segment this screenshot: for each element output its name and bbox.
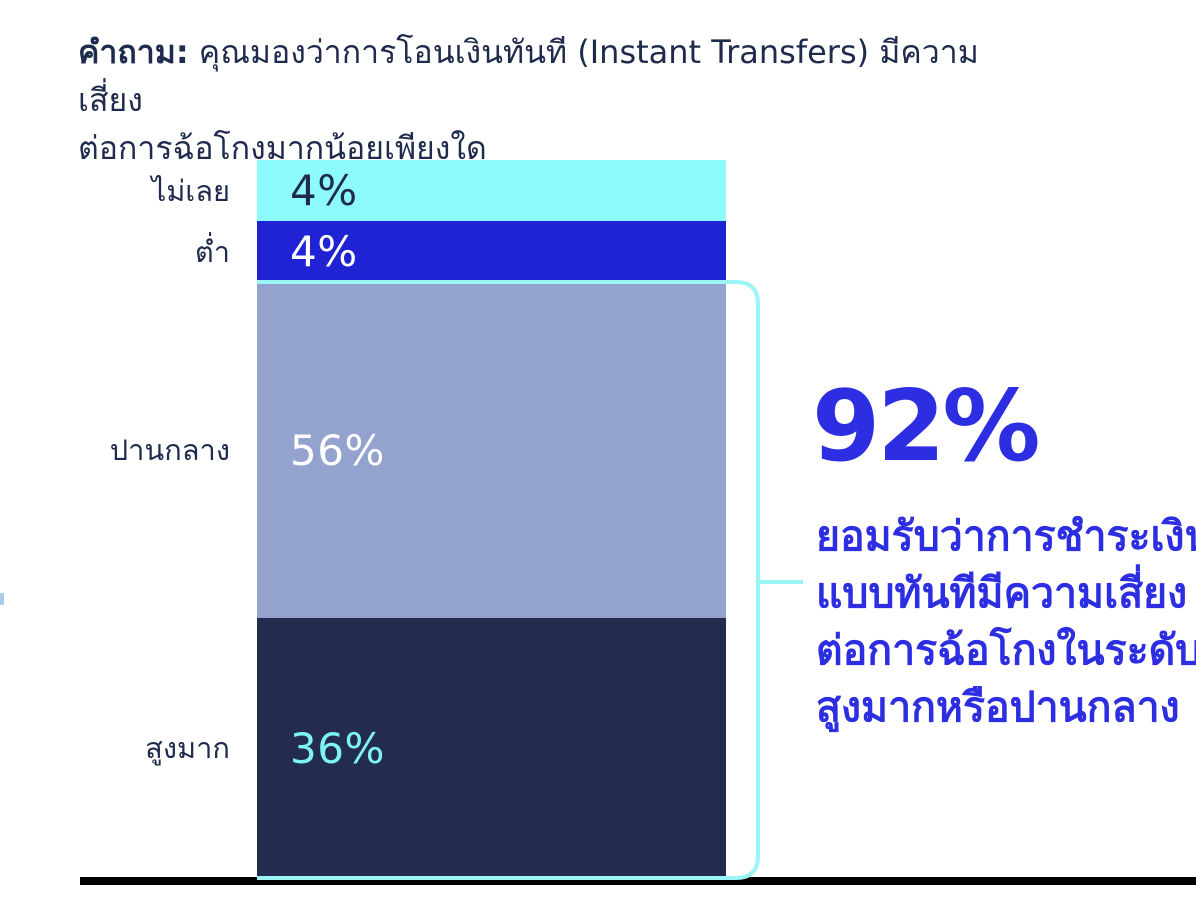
annotation-percentage: 92% (812, 370, 1041, 484)
category-label-low-risk: ต่ำ (194, 234, 230, 269)
bar-segment-high-risk: 36% (257, 618, 726, 878)
annotation-text-line: แบบทันทีมีความเสี่ยง (816, 569, 1188, 617)
stacked-bar: 4% 4% 56% 36% (257, 160, 726, 878)
left-edge-artifact (0, 593, 4, 605)
annotation-text-line: ต่อการฉ้อโกงในระดับ (816, 626, 1196, 674)
segment-value-label: 4% (290, 227, 358, 276)
category-label-high-risk: สูงมาก (145, 731, 230, 765)
bar-segment-low-risk: 4% (257, 221, 726, 282)
bar-segment-medium-risk: 56% (257, 282, 726, 618)
segment-value-label: 36% (290, 723, 385, 773)
chart-title-line1: คุณมองว่าการโอนเงินทันที (Instant Transf… (78, 33, 979, 119)
annotation-text-line: สูงมากหรือปานกลาง (816, 683, 1180, 731)
segment-value-label: 4% (290, 166, 358, 215)
category-label-no-risk: ไม่เลย (151, 173, 230, 208)
segment-value-label: 56% (290, 425, 385, 475)
annotation-text-line: ยอมรับว่าการชำระเงิน (816, 512, 1196, 560)
annotation-text: ยอมรับว่าการชำระเงิน แบบทันทีมีความเสี่ย… (816, 508, 1196, 736)
bar-segment-no-risk: 4% (257, 160, 726, 221)
x-axis-line (80, 877, 1196, 885)
category-label-medium-risk: ปานกลาง (109, 433, 230, 467)
chart-title: คำถาม: คุณมองว่าการโอนเงินทันที (Instant… (78, 28, 1038, 172)
chart-title-prefix: คำถาม: (78, 33, 189, 71)
